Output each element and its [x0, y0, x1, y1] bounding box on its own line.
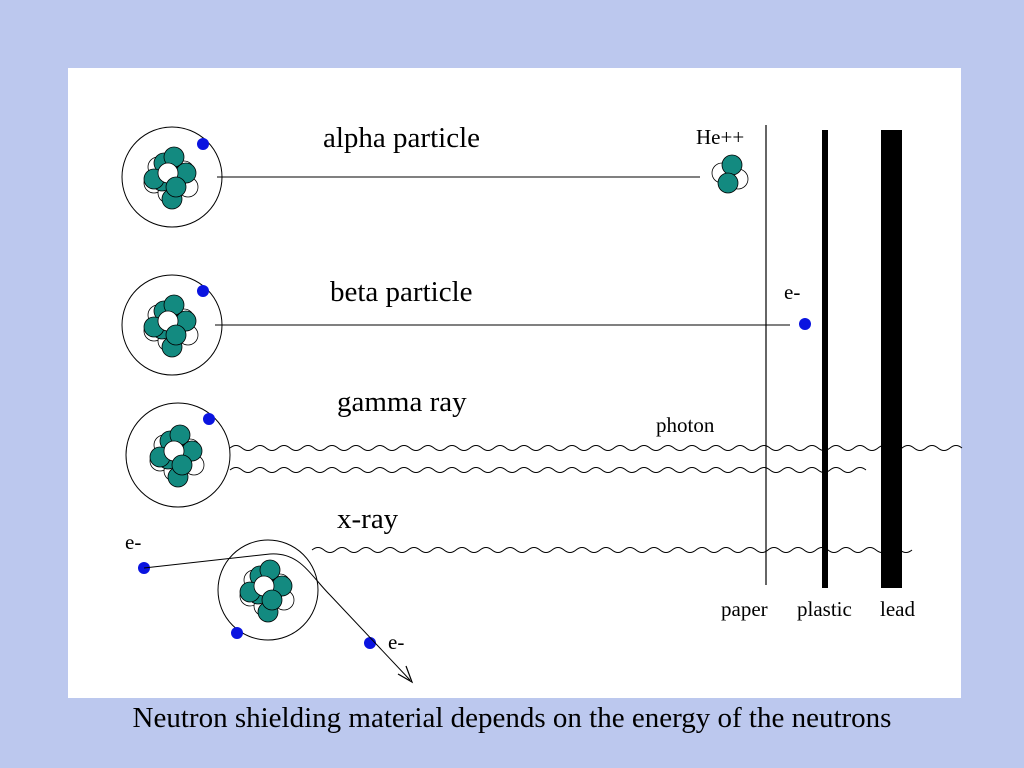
helium-label: He++ — [696, 125, 745, 149]
proton-icon — [721, 154, 743, 176]
xray-label: x-ray — [337, 503, 399, 535]
gamma-label: gamma ray — [337, 386, 467, 418]
outgoing-electron-label: e- — [388, 630, 405, 654]
paper-label: paper — [721, 597, 768, 621]
proton-icon — [171, 454, 193, 476]
gamma-atom — [125, 402, 231, 508]
electron-icon — [197, 285, 209, 297]
plastic-shield — [822, 130, 828, 588]
electron-deflection-path — [143, 553, 411, 681]
beta-label: beta particle — [330, 276, 473, 308]
proton-icon — [717, 172, 739, 194]
plastic-label: plastic — [797, 597, 852, 621]
lead-shield — [881, 130, 902, 588]
incoming-electron-label: e- — [125, 530, 142, 554]
lead-label: lead — [880, 597, 915, 621]
gamma-wave-1 — [229, 445, 963, 451]
alpha-label: alpha particle — [323, 122, 480, 154]
caption: Neutron shielding material depends on th… — [132, 702, 892, 734]
electron-icon — [364, 637, 376, 649]
diagram-panel — [68, 68, 961, 698]
proton-icon — [165, 176, 187, 198]
proton-icon — [261, 589, 283, 611]
xray-atom — [217, 539, 319, 641]
photon-label: photon — [656, 413, 715, 437]
electron-icon — [231, 627, 243, 639]
beta-electron-label: e- — [784, 280, 801, 304]
electron-icon — [203, 413, 215, 425]
electron-icon — [197, 138, 209, 150]
electron-icon — [799, 318, 811, 330]
gamma-wave-2 — [229, 467, 867, 473]
proton-icon — [165, 324, 187, 346]
arrowhead-icon — [397, 665, 414, 684]
xray-wave — [311, 547, 913, 553]
